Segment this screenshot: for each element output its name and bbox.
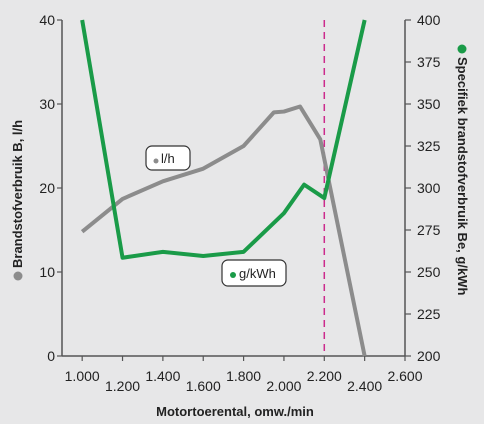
x-tick-label: 2.600 xyxy=(387,368,422,384)
right-tick-label: 200 xyxy=(417,348,441,364)
right-axis-title-text: Specifiek brandstofverbruik Be, g/kWh xyxy=(455,57,470,295)
x-tick-label: 1.600 xyxy=(186,378,221,394)
right-tick-label: 400 xyxy=(417,12,441,28)
right-tick-label: 300 xyxy=(417,180,441,196)
right-tick-label: 225 xyxy=(417,306,441,322)
x-axis-title: Motortoerental, omw./min xyxy=(156,404,314,419)
x-tick-label: 2.200 xyxy=(307,368,342,384)
series-marker-icon xyxy=(13,271,23,281)
annotation-l-per-hour: l/h xyxy=(145,145,191,171)
x-tick-label: 1.400 xyxy=(145,368,180,384)
series-marker-icon xyxy=(230,272,236,278)
right-axis-title: Specifiek brandstofverbruik Be, g/kWh xyxy=(455,44,470,295)
left-tick-label: 20 xyxy=(39,180,55,196)
right-tick-label: 250 xyxy=(417,264,441,280)
annotation-box xyxy=(145,145,191,171)
series-marker-icon xyxy=(153,158,159,164)
left-axis-title: Brandstofverbruik B, l/h xyxy=(10,120,25,281)
left-axis-title-text: Brandstofverbruik B, l/h xyxy=(10,120,25,268)
right-axis-ticks: 200 225 250 275 300 325 350 375 400 xyxy=(405,12,441,364)
left-tick-label: 30 xyxy=(39,96,55,112)
x-tick-label: 1.200 xyxy=(105,378,140,394)
left-axis-ticks: 0 10 20 30 40 xyxy=(39,12,62,364)
x-tick-label: 2.000 xyxy=(266,378,301,394)
annotation-box xyxy=(221,259,287,287)
right-tick-label: 275 xyxy=(417,222,441,238)
x-tick-label: 2.400 xyxy=(347,378,382,394)
annotation-g-per-kwh: g/kWh xyxy=(221,259,287,287)
left-tick-label: 40 xyxy=(39,12,55,28)
x-tick-label: 1.000 xyxy=(65,368,100,384)
left-tick-label: 0 xyxy=(47,348,55,364)
series-line-g-per-kwh xyxy=(80,19,367,260)
right-tick-label: 375 xyxy=(417,54,441,70)
x-tick-label: 1.800 xyxy=(226,368,261,384)
right-tick-label: 325 xyxy=(417,138,441,154)
series-marker-icon xyxy=(457,44,467,54)
x-axis-ticks: 1.000 1.200 1.400 1.600 1.800 2.000 2.200 2.400… xyxy=(65,356,423,394)
right-tick-label: 350 xyxy=(417,96,441,112)
annotation-text: g/kWh xyxy=(239,266,276,281)
annotation-text: l/h xyxy=(161,151,175,166)
left-tick-label: 10 xyxy=(39,264,55,280)
series-line-l-per-hour xyxy=(80,104,367,357)
